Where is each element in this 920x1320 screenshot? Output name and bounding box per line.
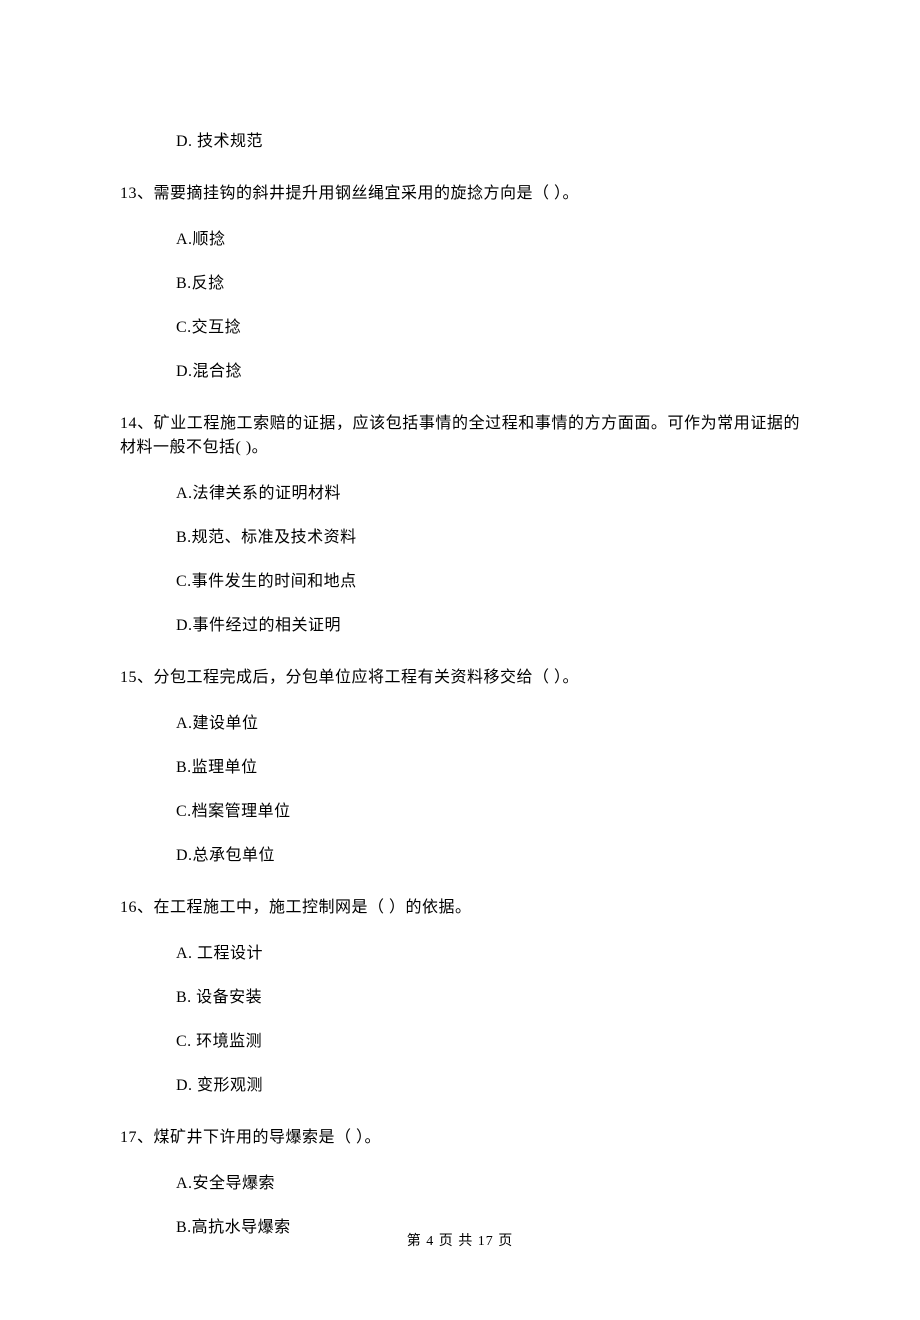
q15-option-b: B.监理单位 — [176, 756, 800, 780]
q15-option-d: D.总承包单位 — [176, 844, 800, 868]
q14-option-a: A.法律关系的证明材料 — [176, 482, 800, 506]
q16-option-d: D. 变形观测 — [176, 1074, 800, 1098]
page-footer: 第 4 页 共 17 页 — [0, 1231, 920, 1252]
q15-option-c: C.档案管理单位 — [176, 800, 800, 824]
q15-stem: 15、分包工程完成后，分包单位应将工程有关资料移交给（ ）。 — [120, 666, 800, 690]
q13-option-d: D.混合捻 — [176, 360, 800, 384]
q17-stem: 17、煤矿井下许用的导爆索是（ ）。 — [120, 1126, 800, 1150]
q15-option-a: A.建设单位 — [176, 712, 800, 736]
q13-option-a: A.顺捻 — [176, 228, 800, 252]
q13-option-b: B.反捻 — [176, 272, 800, 296]
q16-option-b: B. 设备安装 — [176, 986, 800, 1010]
q16-stem: 16、在工程施工中，施工控制网是（ ）的依据。 — [120, 896, 800, 920]
q14-stem: 14、矿业工程施工索赔的证据，应该包括事情的全过程和事情的方方面面。可作为常用证… — [120, 412, 800, 460]
q17-option-a: A.安全导爆索 — [176, 1172, 800, 1196]
q13-option-c: C.交互捻 — [176, 316, 800, 340]
q14-option-d: D.事件经过的相关证明 — [176, 614, 800, 638]
q14-option-c: C.事件发生的时间和地点 — [176, 570, 800, 594]
q12-option-d: D. 技术规范 — [176, 130, 800, 154]
q13-stem: 13、需要摘挂钩的斜井提升用钢丝绳宜采用的旋捻方向是（ ）。 — [120, 182, 800, 206]
q16-option-c: C. 环境监测 — [176, 1030, 800, 1054]
q16-option-a: A. 工程设计 — [176, 942, 800, 966]
page-content: D. 技术规范 13、需要摘挂钩的斜井提升用钢丝绳宜采用的旋捻方向是（ ）。 A… — [0, 0, 920, 1320]
q14-option-b: B.规范、标准及技术资料 — [176, 526, 800, 550]
